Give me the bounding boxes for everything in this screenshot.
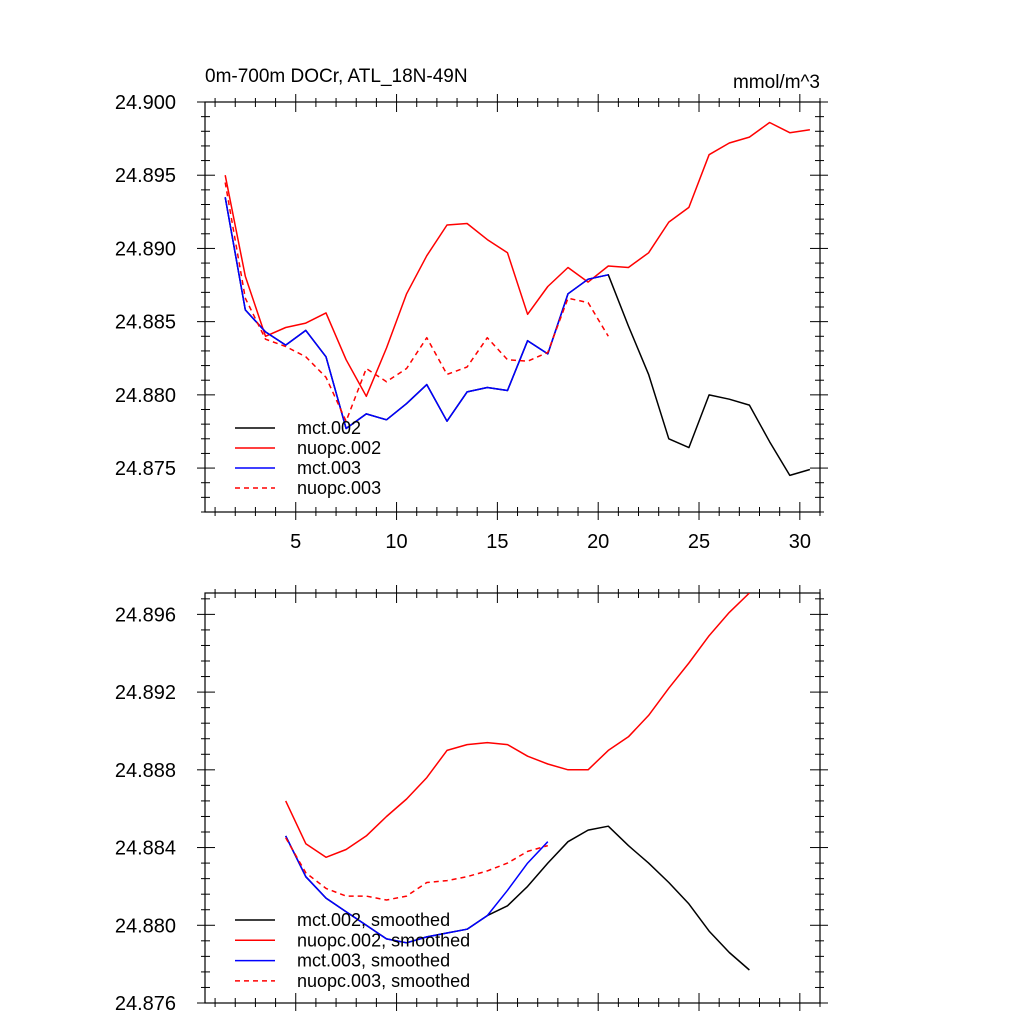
y-tick-label: 24.900	[115, 92, 176, 114]
legend-label: nuopc.003	[297, 478, 381, 498]
y-tick-label: 24.888	[115, 760, 176, 782]
y-tick-label: 24.890	[115, 238, 176, 260]
units-label: mmol/m^3	[733, 72, 820, 93]
legend-label: mct.003, smoothed	[297, 951, 450, 971]
y-tick-label: 24.880	[115, 915, 176, 937]
x-tick-label: 10	[385, 531, 407, 553]
plot-frame	[204, 592, 821, 1004]
legend-label: mct.003	[297, 458, 361, 478]
y-tick-label: 24.875	[115, 458, 176, 480]
chart-panel-2: 24.876 24.880 24.884 24.888 24.892 24.896 mct.…	[115, 585, 828, 1015]
legend-label: nuopc.002	[297, 438, 381, 458]
legend-label: nuopc.002, smoothed	[297, 930, 470, 950]
y-tick-label: 24.896	[115, 604, 176, 626]
series-group	[224, 121, 811, 477]
chart-title: 0m-700m DOCr, ATL_18N-49N	[205, 66, 468, 87]
y-tick-label: 24.892	[115, 682, 176, 704]
x-tick-label: 15	[486, 531, 508, 553]
legend-label: nuopc.003, smoothed	[297, 971, 470, 991]
legend-label: mct.002, smoothed	[297, 910, 450, 930]
y-tick-label: 24.880	[115, 385, 176, 407]
x-tick-label: 25	[688, 531, 710, 553]
x-tick-label: 5	[290, 531, 301, 553]
x-tick-label: 30	[789, 531, 811, 553]
legend-label: mct.002	[297, 418, 361, 438]
x-tick-label: 20	[587, 531, 609, 553]
series-line	[285, 837, 549, 901]
series-line	[285, 593, 750, 859]
y-tick-label: 24.885	[115, 312, 176, 334]
chart-panel-1: 5 10 15 20 25 30 24.875 24.880 24.885 24.890 24.89…	[115, 66, 828, 553]
y-tick-label: 24.895	[115, 165, 176, 187]
series-group	[285, 593, 750, 971]
series-line	[224, 182, 609, 422]
y-tick-label: 24.884	[115, 838, 176, 860]
series-line	[224, 197, 609, 430]
series-line	[224, 121, 811, 398]
series-line	[285, 835, 549, 944]
y-tick-label: 24.876	[115, 993, 176, 1015]
